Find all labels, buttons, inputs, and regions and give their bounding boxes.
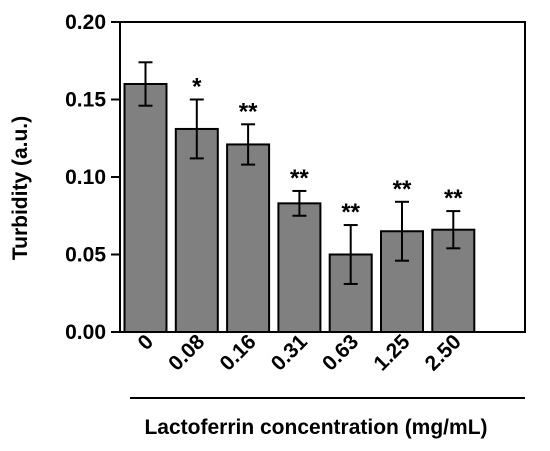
x-tick-label: 0 (134, 330, 159, 355)
significance-label: ** (444, 185, 463, 212)
y-ticks-group: 0.00 0.05 0.10 0.15 0.20 (65, 11, 120, 344)
bar (174, 127, 219, 333)
bar (277, 202, 322, 333)
y-tick-label: 0.15 (65, 89, 106, 112)
significance-label: * (192, 74, 202, 101)
y-tick-label: 0.00 (65, 321, 106, 344)
x-tick-label: 1.25 (369, 330, 414, 375)
y-axis-title: Turbidity (a.u.) (9, 116, 32, 260)
y-tick-label: 0.05 (65, 244, 106, 267)
significance-label: ** (341, 199, 360, 226)
x-ticks-group: 0 0.08 0.16 0.31 0.63 1.25 2.50 (134, 330, 466, 375)
significance-label: ** (290, 165, 309, 192)
significance-label: ** (393, 176, 412, 203)
x-tick-label: 0.08 (164, 330, 209, 375)
y-tick-label: 0.10 (65, 166, 106, 189)
x-axis-title: Lactoferrin concentration (mg/mL) (144, 416, 487, 439)
x-tick-label: 2.50 (421, 330, 466, 375)
significance-group: ********* ** (192, 74, 463, 227)
bar (226, 143, 271, 333)
bar (123, 83, 168, 333)
x-tick-label: 0.63 (318, 330, 363, 375)
y-tick-label: 0.20 (65, 11, 106, 34)
x-tick-label: 0.31 (267, 330, 312, 375)
x-tick-label: 0.16 (215, 330, 260, 375)
significance-label: ** (239, 98, 258, 125)
error-bars-group (138, 61, 461, 285)
